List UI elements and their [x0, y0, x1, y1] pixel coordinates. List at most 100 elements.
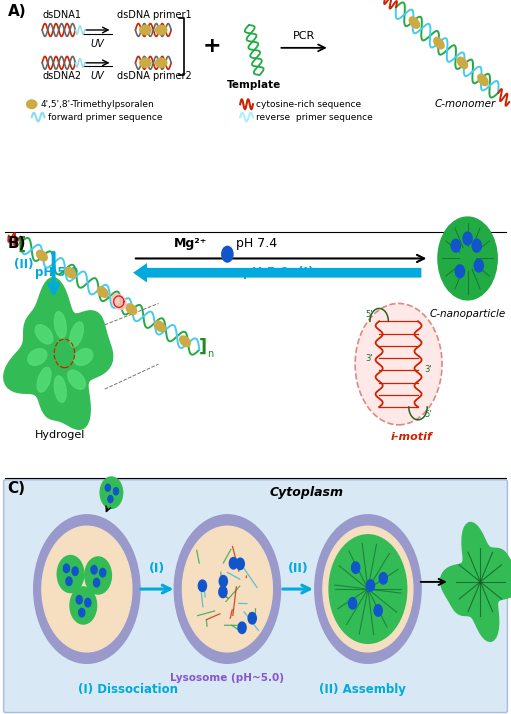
Circle shape [229, 558, 238, 569]
Text: UV: UV [91, 71, 104, 81]
Text: cytosine-rich sequence: cytosine-rich sequence [256, 100, 361, 109]
Text: (I) Dissociation: (I) Dissociation [78, 683, 178, 696]
Circle shape [108, 496, 113, 503]
Ellipse shape [54, 311, 66, 338]
Ellipse shape [27, 100, 37, 109]
Ellipse shape [65, 268, 76, 278]
Circle shape [455, 265, 464, 278]
Circle shape [174, 515, 281, 663]
Circle shape [248, 613, 257, 624]
Ellipse shape [111, 294, 126, 309]
Text: UV: UV [91, 39, 104, 49]
Circle shape [222, 246, 233, 262]
FancyArrowPatch shape [133, 263, 422, 283]
Circle shape [329, 535, 407, 643]
Ellipse shape [478, 74, 488, 86]
Text: pH 5.0: pH 5.0 [35, 266, 78, 279]
Text: Lysosome (pH~5.0): Lysosome (pH~5.0) [170, 673, 285, 683]
Circle shape [374, 605, 382, 616]
Text: A): A) [8, 4, 26, 19]
Text: C-monomer: C-monomer [434, 99, 496, 109]
Text: +: + [203, 36, 221, 56]
Text: dsDNA primer1: dsDNA primer1 [117, 10, 191, 20]
Circle shape [63, 564, 69, 573]
Text: Hydrogel: Hydrogel [35, 430, 85, 440]
Circle shape [113, 488, 119, 495]
Circle shape [355, 303, 442, 425]
Text: reverse  primer sequence: reverse primer sequence [256, 113, 372, 121]
Circle shape [70, 587, 97, 624]
Text: C): C) [8, 481, 26, 496]
Circle shape [349, 598, 357, 609]
Text: Mg²⁺: Mg²⁺ [174, 237, 207, 250]
Text: (II): (II) [288, 562, 308, 575]
Circle shape [236, 558, 244, 570]
Text: (II) Assembly: (II) Assembly [319, 683, 406, 696]
Ellipse shape [409, 17, 420, 29]
Text: [: [ [18, 236, 26, 253]
Circle shape [438, 217, 497, 300]
Ellipse shape [67, 370, 85, 389]
Text: Cytoplasm: Cytoplasm [270, 486, 343, 498]
Ellipse shape [28, 348, 47, 366]
Ellipse shape [98, 287, 108, 297]
Ellipse shape [180, 336, 190, 346]
Circle shape [85, 557, 111, 594]
Circle shape [182, 526, 272, 652]
Ellipse shape [140, 59, 151, 67]
Text: Template: Template [227, 80, 281, 90]
FancyBboxPatch shape [4, 480, 507, 713]
Circle shape [85, 598, 91, 607]
Circle shape [79, 608, 85, 617]
Text: pH 7.4: pH 7.4 [236, 237, 277, 250]
Text: pH 5.0  (I): pH 5.0 (I) [243, 266, 314, 279]
Ellipse shape [155, 26, 167, 34]
Circle shape [57, 555, 84, 593]
Circle shape [76, 595, 82, 604]
Text: 3': 3' [365, 354, 373, 363]
Circle shape [315, 515, 421, 663]
Circle shape [379, 573, 387, 584]
Ellipse shape [37, 251, 47, 261]
Text: forward primer sequence: forward primer sequence [48, 113, 162, 121]
Circle shape [66, 577, 72, 585]
Text: 3': 3' [424, 366, 432, 374]
Ellipse shape [155, 59, 167, 67]
Text: B): B) [8, 236, 26, 251]
Ellipse shape [140, 26, 151, 34]
Text: dsDNA primer2: dsDNA primer2 [117, 71, 191, 81]
Text: PCR: PCR [293, 31, 315, 41]
Ellipse shape [37, 367, 51, 392]
Text: i-motif: i-motif [390, 432, 432, 442]
Circle shape [94, 578, 100, 587]
Text: 5': 5' [365, 310, 373, 318]
Circle shape [100, 568, 106, 577]
Circle shape [100, 477, 123, 508]
Polygon shape [4, 278, 113, 429]
Ellipse shape [35, 325, 53, 344]
Circle shape [238, 622, 246, 633]
Text: (I): (I) [149, 562, 165, 575]
Text: (II): (II) [14, 258, 34, 271]
Ellipse shape [457, 57, 468, 69]
Circle shape [105, 484, 110, 491]
Text: 5': 5' [424, 410, 432, 418]
Circle shape [366, 580, 375, 591]
Circle shape [472, 239, 481, 252]
Circle shape [474, 259, 483, 272]
Circle shape [72, 567, 78, 575]
Ellipse shape [155, 321, 165, 331]
Circle shape [198, 580, 206, 591]
Circle shape [451, 239, 460, 252]
Circle shape [463, 232, 472, 245]
Text: 4',5',8'-Trimethylpsoralen: 4',5',8'-Trimethylpsoralen [41, 100, 155, 109]
Text: C-nanoparticle: C-nanoparticle [429, 309, 506, 319]
Ellipse shape [126, 304, 136, 314]
Text: ]: ] [199, 338, 207, 356]
Circle shape [219, 586, 227, 598]
Ellipse shape [69, 322, 83, 347]
Circle shape [323, 526, 413, 652]
Ellipse shape [74, 348, 93, 366]
Polygon shape [440, 523, 511, 641]
Text: dsDNA1: dsDNA1 [42, 10, 81, 20]
